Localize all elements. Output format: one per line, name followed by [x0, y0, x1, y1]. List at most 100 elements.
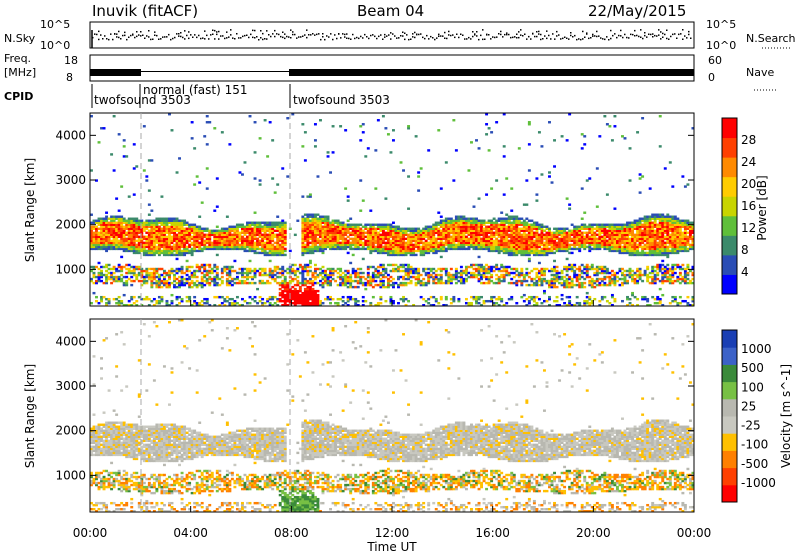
power-cell [178, 239, 181, 243]
noise-dot [370, 34, 372, 37]
power-cell [497, 281, 501, 285]
power-cell [215, 205, 219, 208]
power-cell [180, 229, 184, 233]
noise-dot [662, 32, 664, 35]
power-cell [527, 259, 531, 263]
power-cell [273, 265, 277, 269]
power-cell [389, 301, 393, 305]
noise-dot [266, 30, 268, 32]
power-cell [482, 233, 486, 237]
noise-dot [368, 37, 370, 40]
noise-dot [104, 35, 106, 37]
power-cell [175, 243, 179, 247]
power-cell [228, 239, 232, 243]
power-cell [349, 237, 353, 241]
power-cell [497, 217, 501, 220]
power-cell [228, 227, 232, 230]
power-cell [457, 221, 461, 224]
power-cell [100, 217, 103, 220]
power-cell [331, 223, 335, 226]
power-cell [173, 277, 176, 281]
power-cell [313, 223, 317, 226]
power-cell [540, 173, 544, 176]
power-cell [349, 227, 353, 230]
power-cell [190, 275, 194, 279]
power-cell [470, 245, 473, 249]
power-cell [135, 243, 139, 247]
power-cell [482, 231, 486, 235]
power-cell [537, 279, 541, 283]
power-cell [220, 231, 224, 235]
power-cell [127, 249, 131, 253]
power-cell [520, 295, 524, 299]
power-cell [502, 269, 506, 273]
power-cell [145, 219, 149, 222]
power-cell [384, 231, 388, 235]
power-cell [540, 145, 544, 148]
noise-dot [640, 36, 642, 38]
power-cell [480, 263, 483, 267]
power-cell [356, 303, 360, 307]
power-cell [135, 249, 139, 253]
power-cell [477, 295, 481, 299]
power-cell [105, 225, 109, 228]
power-cell [329, 301, 332, 305]
power-cell [530, 235, 534, 239]
power-cell [203, 301, 207, 305]
noise-dot [436, 37, 438, 39]
power-cell [100, 237, 103, 241]
power-cell [251, 269, 254, 273]
power-cell [555, 235, 559, 239]
power-cell [273, 247, 277, 251]
power-cell [527, 121, 531, 124]
power-cell [225, 279, 229, 283]
power-cell [527, 235, 531, 239]
power-cell [215, 265, 219, 269]
power-cell [520, 283, 524, 287]
power-cell [324, 281, 327, 285]
power-cell [500, 233, 504, 237]
noise-dot [472, 31, 474, 33]
power-cell [389, 239, 393, 243]
power-cell [432, 247, 436, 251]
power-cell [157, 277, 161, 281]
power-cell [190, 249, 194, 253]
noise-dot [294, 33, 296, 36]
power-cell [319, 273, 322, 277]
power-cell [301, 219, 305, 222]
power-cell [195, 243, 199, 247]
power-cell [464, 221, 468, 224]
power-cell [324, 239, 327, 243]
power-cell [122, 221, 126, 224]
power-cell [200, 277, 204, 281]
power-cell [168, 217, 171, 220]
power-cell [550, 241, 554, 245]
power-cell [492, 221, 496, 224]
power-cell [326, 233, 330, 237]
power-cell [454, 267, 458, 271]
power-cell [321, 227, 325, 230]
power-cell [308, 297, 312, 301]
power-cell [208, 233, 212, 237]
power-cell [540, 273, 544, 277]
power-cell [500, 265, 504, 269]
power-cell [306, 225, 310, 228]
power-cell [185, 249, 189, 253]
power-cell [220, 241, 224, 245]
power-cell [497, 241, 501, 245]
power-cell [560, 247, 564, 251]
noise-dot [510, 36, 512, 39]
power-cell [480, 243, 483, 247]
power-cell [180, 297, 184, 301]
noise-dot [590, 37, 592, 39]
power-cell [248, 247, 252, 251]
noise-dot [442, 35, 444, 37]
power-cell [321, 233, 325, 237]
power-cell [379, 239, 383, 243]
power-cell [389, 151, 393, 154]
power-cell [178, 223, 181, 226]
power-cell [193, 229, 197, 233]
power-cell [253, 251, 257, 255]
power-cell [482, 281, 486, 285]
power-cell [112, 233, 116, 237]
